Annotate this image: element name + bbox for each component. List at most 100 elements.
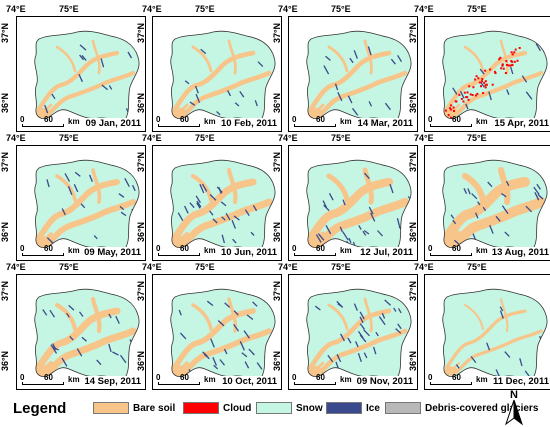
lon-label-75: 75°E — [331, 133, 351, 143]
cloud-speckle — [472, 86, 475, 89]
lon-label-75: 75°E — [195, 133, 215, 143]
bare-soil-valley — [461, 172, 487, 204]
ice-streak — [535, 43, 541, 52]
ice-streak — [68, 304, 75, 311]
ice-streak — [395, 328, 402, 334]
scale-sixty: 60 — [452, 373, 461, 382]
bare-soil-valley — [499, 39, 509, 75]
lon-label-74: 74°E — [414, 4, 434, 14]
ice-streak — [336, 354, 342, 363]
ice-streak — [363, 329, 370, 337]
ice-streak — [93, 235, 98, 240]
ice-streak — [96, 359, 102, 366]
ice-streak — [357, 331, 364, 339]
ice-streak — [129, 352, 134, 362]
cloud-speckle — [513, 51, 516, 54]
cloud-speckle — [493, 70, 496, 73]
ice-streak — [521, 75, 528, 83]
ice-streak — [233, 215, 240, 221]
scale-unit: km — [340, 375, 352, 384]
north-label: N — [510, 389, 518, 401]
scale-unit: km — [476, 246, 488, 255]
ice-streak — [505, 180, 510, 187]
ice-streak — [348, 237, 352, 244]
cloud-speckle — [466, 91, 469, 94]
ice-streak — [189, 101, 196, 106]
ice-streak — [227, 90, 232, 97]
bare-soil-valley — [444, 50, 528, 112]
map-panel: 0 60 km 09 May, 2011 — [16, 145, 146, 261]
lon-label-75: 75°E — [59, 4, 79, 14]
scale-unit: km — [204, 246, 216, 255]
ice-streak — [52, 346, 59, 351]
ice-streak — [353, 303, 358, 311]
ice-streak — [475, 212, 479, 219]
lat-label-37: 37°N — [0, 280, 11, 302]
ice-streak — [124, 177, 130, 188]
ice-streak — [201, 183, 208, 192]
ice-streak — [314, 305, 321, 311]
scale-zero: 0 — [428, 373, 433, 382]
cloud-speckle — [447, 114, 450, 117]
ice-streak — [357, 352, 362, 363]
scale-sixty: 60 — [44, 244, 53, 253]
ice-streak — [537, 193, 544, 200]
ice-streak — [206, 300, 214, 307]
bare-soil-patch — [444, 366, 458, 376]
lon-label-74: 74°E — [6, 262, 26, 272]
bare-soil-valley — [452, 70, 544, 118]
ice-streak — [337, 92, 343, 102]
lat-label-36: 36°N — [408, 92, 419, 114]
ice-streak — [397, 54, 403, 63]
scale-zero: 0 — [20, 244, 25, 253]
cloud-speckle — [484, 69, 487, 72]
ice-streak — [393, 307, 397, 312]
scale-zero: 0 — [156, 115, 161, 124]
scale-sixty: 60 — [180, 244, 189, 253]
cloud-speckle — [460, 97, 463, 100]
ice-streak — [325, 55, 331, 61]
ice-streak — [221, 234, 226, 244]
map-panel: 0 60 km 09 Jan, 2011 — [16, 16, 146, 132]
ice-streak — [46, 237, 54, 244]
cloud-speckle — [471, 94, 474, 96]
ice-streak — [179, 332, 187, 340]
bare-soil-valley — [226, 167, 238, 205]
lat-label-36: 36°N — [136, 350, 147, 372]
ice-streak — [217, 320, 225, 327]
bare-soil-valley — [191, 45, 213, 73]
scale-bar: 0 60 km — [428, 242, 488, 258]
ice-streak — [353, 50, 359, 59]
ice-streak — [81, 54, 87, 61]
scale-sixty: 60 — [316, 373, 325, 382]
lon-label-75: 75°E — [195, 262, 215, 272]
ice-streak — [225, 212, 231, 221]
cloud-speckle — [514, 48, 517, 51]
ice-streak — [544, 175, 548, 180]
lon-label-75: 75°E — [59, 262, 79, 272]
ice-streak — [342, 199, 346, 206]
cloud-speckle — [501, 64, 504, 67]
legend-label-bare-soil: Bare soil — [133, 402, 176, 414]
lat-label-37: 37°N — [0, 22, 11, 44]
legend-label-snow: Snow — [296, 402, 323, 414]
lat-label-37: 37°N — [272, 280, 283, 302]
scale-zero: 0 — [156, 244, 161, 253]
ice-streak — [221, 216, 226, 221]
scale-unit: km — [340, 246, 352, 255]
ice-streak — [119, 205, 125, 211]
ice-streak — [224, 302, 231, 308]
ice-streak — [239, 341, 245, 351]
cloud-speckle — [444, 109, 447, 112]
bare-soil-valley — [363, 297, 373, 333]
scale-unit: km — [476, 375, 488, 384]
bare-soil-valley — [362, 167, 374, 205]
ice-streak — [334, 83, 339, 91]
panel-date: 14 Mar, 2011 — [356, 118, 414, 129]
cloud-speckle — [474, 78, 477, 81]
scale-sixty: 60 — [44, 373, 53, 382]
ice-streak — [359, 323, 366, 330]
cloud-speckle — [474, 94, 477, 97]
ice-streak — [196, 200, 202, 208]
cloud-speckle — [501, 63, 504, 66]
